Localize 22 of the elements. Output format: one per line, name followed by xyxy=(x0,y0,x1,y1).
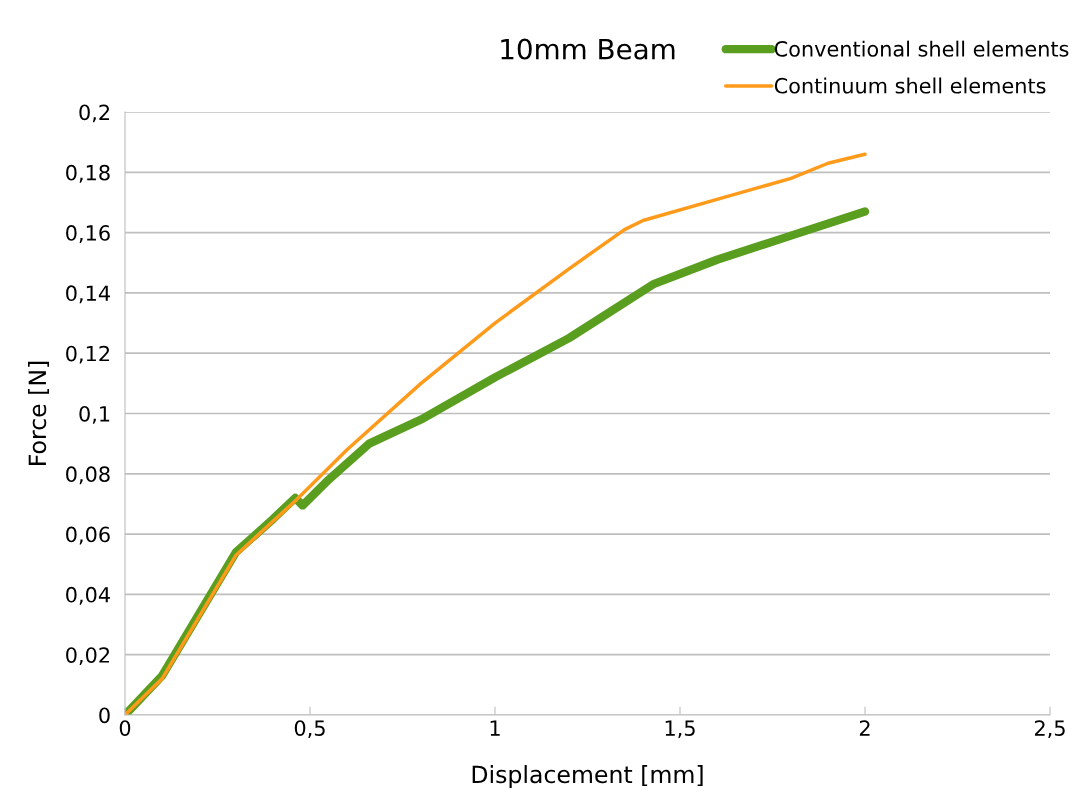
y-tick-label: 0,08 xyxy=(66,466,110,485)
x-tick-label: 0 xyxy=(119,720,131,736)
y-tick-label: 0,2 xyxy=(79,104,110,123)
y-tick-label: 0,1 xyxy=(79,405,110,424)
y-tick-label: 0,14 xyxy=(66,285,110,304)
x-axis-title: Displacement [mm] xyxy=(472,765,703,788)
y-tick-label: 0 xyxy=(99,707,110,724)
y-tick-label: 0,02 xyxy=(66,647,110,666)
chart-title: 10mm Beam xyxy=(501,38,675,60)
x-tick-label: 1 xyxy=(490,720,500,736)
x-tick-label: 1,5 xyxy=(665,720,695,739)
legend-label: Continuum shell elements xyxy=(774,77,1046,94)
y-tick-label: 0,12 xyxy=(66,345,110,364)
x-tick-label: 2,5 xyxy=(1034,720,1065,739)
y-tick-label: 0,06 xyxy=(66,526,110,545)
x-tick-label: 2 xyxy=(859,720,870,736)
legend-label: Conventional shell elements xyxy=(774,40,1069,57)
y-axis-title: Force [N] xyxy=(27,361,50,465)
y-tick-label: 0,16 xyxy=(66,225,110,243)
x-tick-label: 0,5 xyxy=(294,720,325,739)
y-tick-label: 0,04 xyxy=(66,586,110,605)
y-tick-label: 0,18 xyxy=(66,164,110,183)
